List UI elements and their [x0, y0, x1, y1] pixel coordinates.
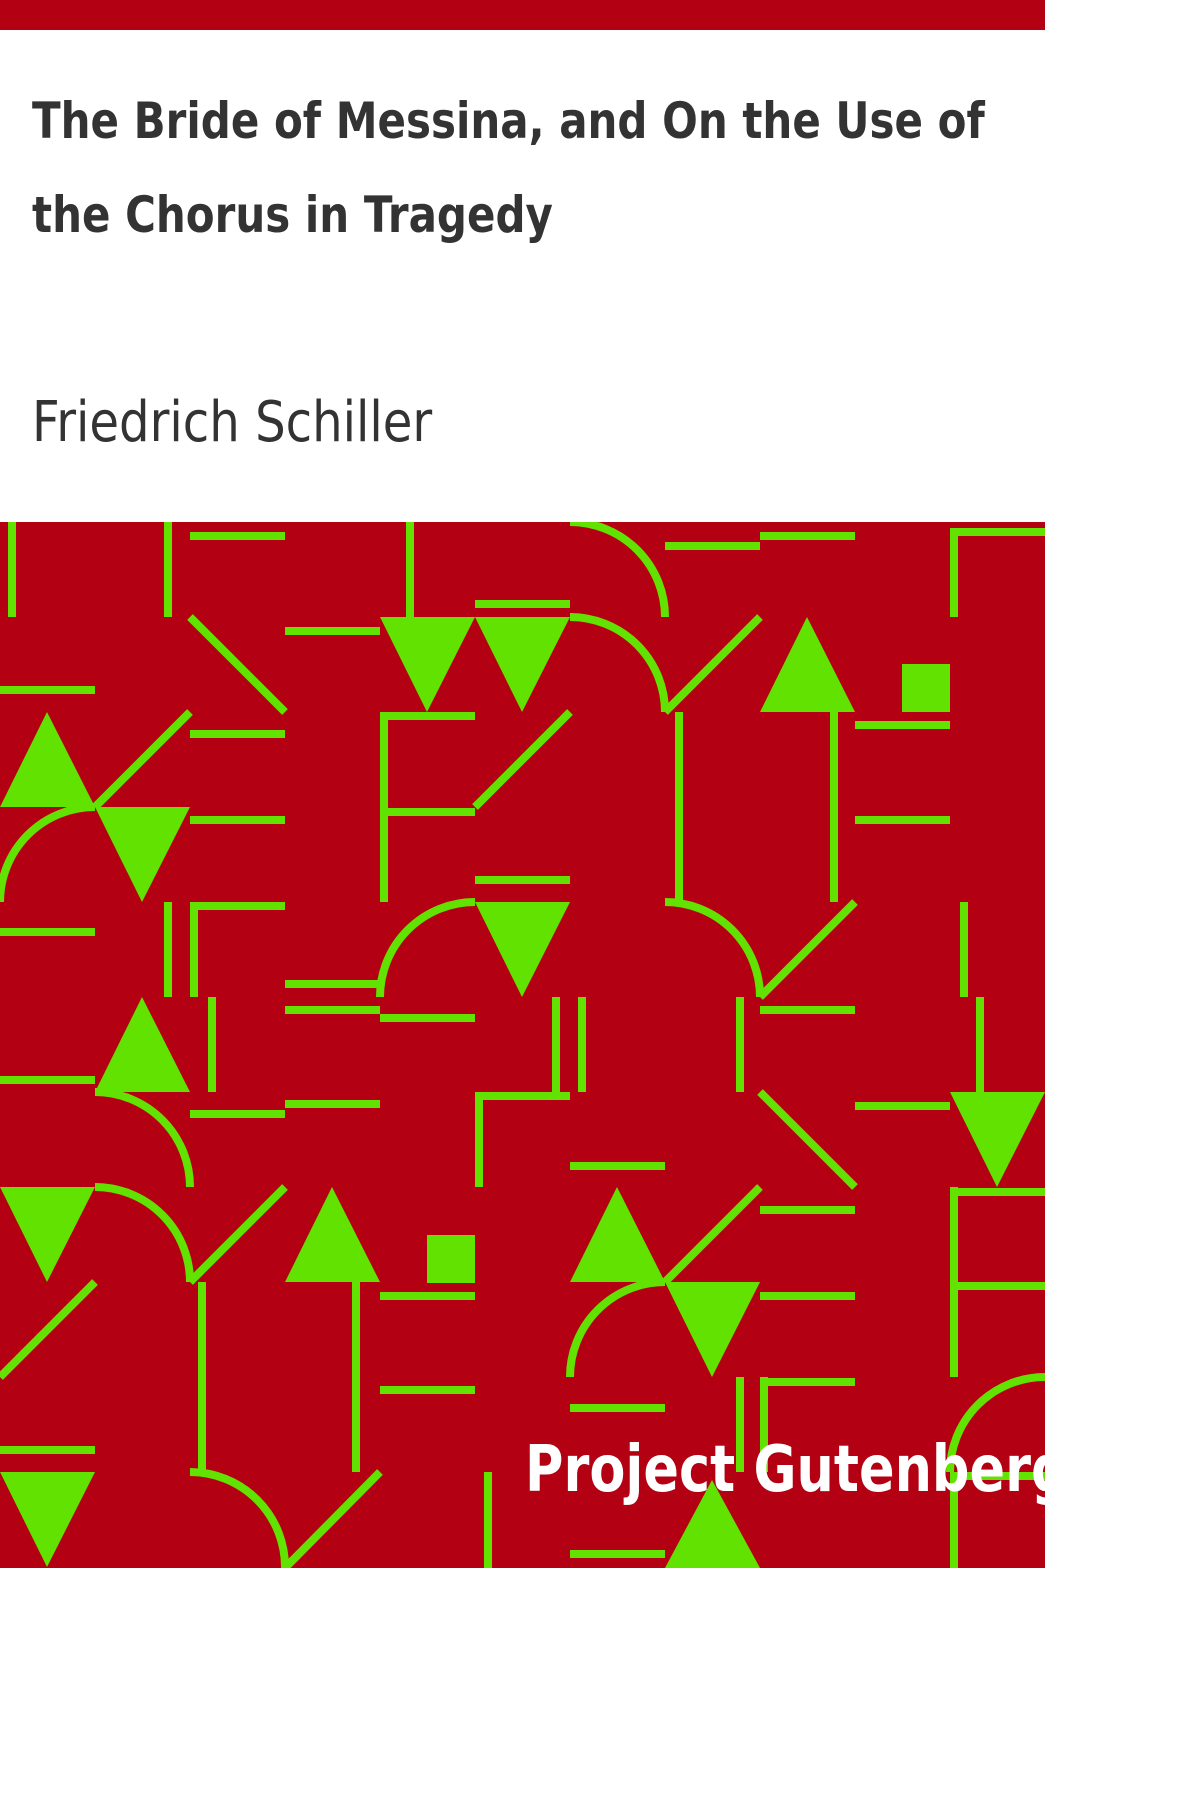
publisher-label: Project Gutenberg [525, 1433, 1069, 1507]
cover-pattern [0, 522, 1045, 1568]
top-color-bar [0, 0, 1045, 30]
title-block [0, 30, 1045, 522]
geometric-pattern [0, 522, 1045, 1568]
book-author: Friedrich Schiller [32, 390, 433, 455]
book-title: The Bride of Messina, and On the Use of … [32, 92, 985, 244]
